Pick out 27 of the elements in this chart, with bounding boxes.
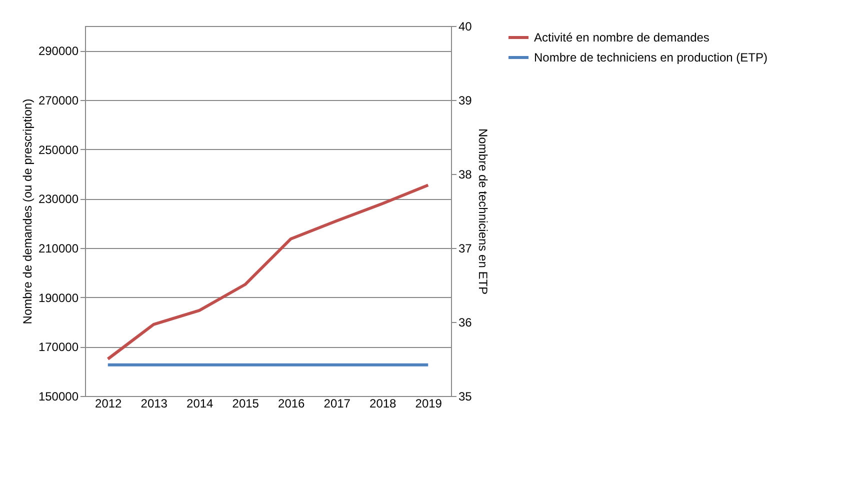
line-series [106, 184, 430, 360]
y2-tick-label: 39 [458, 94, 472, 108]
y2-tick-label: 36 [458, 316, 472, 330]
legend-label: Activité en nombre de demandes [534, 30, 710, 44]
y2-axis-title: Nombre de techniciens en ETP [476, 128, 490, 295]
x-tick-label: 2019 [415, 396, 442, 410]
y-tick-label: 290000 [38, 44, 79, 58]
x-tick-label: 2017 [324, 396, 351, 410]
y2-tick-label: 40 [458, 20, 472, 34]
legend-label: Nombre de techniciens en production (ETP) [534, 50, 768, 64]
x-tick-label: 2016 [278, 396, 306, 410]
x-tick-label: 2015 [232, 396, 260, 410]
y-tick-label: 150000 [38, 390, 79, 404]
x-tick-label: 2013 [140, 396, 168, 410]
x-tick-label: 2014 [186, 396, 214, 410]
y-tick-label: 210000 [38, 242, 79, 256]
y-tick-label: 170000 [38, 340, 79, 354]
y2-tick-label: 37 [458, 242, 472, 256]
y-tick-label: 250000 [38, 142, 79, 157]
x-tick-label: 2018 [370, 396, 397, 410]
y-tick-label: 230000 [38, 192, 79, 206]
x-tick-label: 2012 [95, 396, 122, 410]
y2-tick-label: 38 [458, 168, 472, 182]
y-tick-label: 190000 [38, 290, 79, 305]
y-tick-label: 270000 [38, 94, 79, 108]
y2-tick-label: 35 [458, 390, 472, 404]
y-axis-title: Nombre de demandes (ou de prescription) [20, 98, 34, 324]
